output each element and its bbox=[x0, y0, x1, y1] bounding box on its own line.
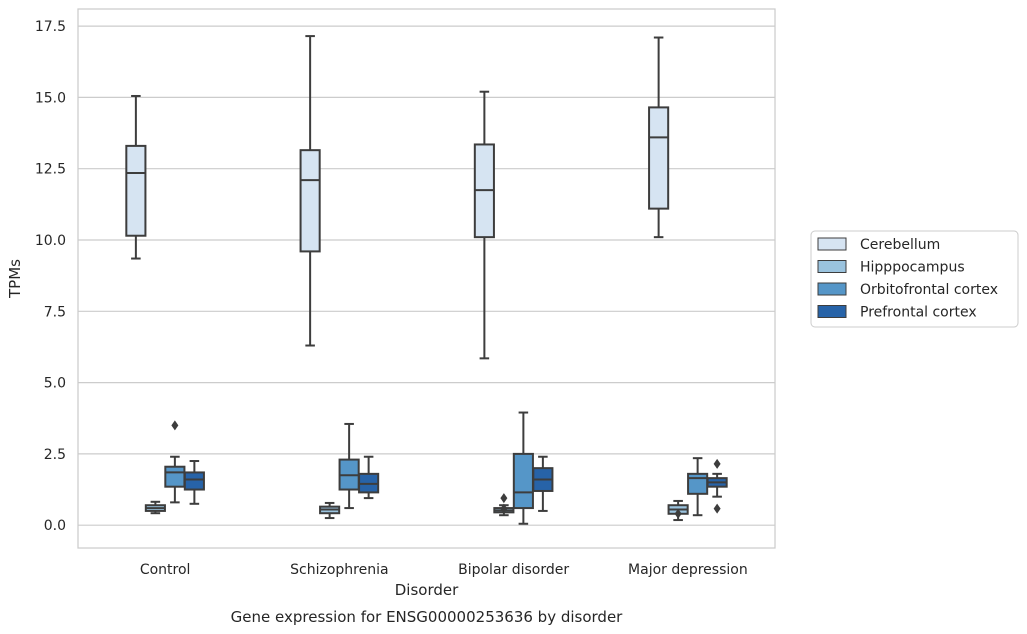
box bbox=[164, 465, 186, 488]
chart-title: Gene expression for ENSG00000253636 by d… bbox=[231, 608, 624, 626]
x-tick-label: Control bbox=[140, 562, 191, 578]
box bbox=[512, 452, 534, 510]
x-tick-label: Bipolar disorder bbox=[458, 562, 569, 578]
y-tick-label: 17.5 bbox=[35, 19, 66, 35]
box-plot bbox=[512, 411, 534, 525]
legend-label: Prefrontal cortex bbox=[860, 305, 977, 321]
legend-swatch bbox=[817, 305, 847, 318]
box-plot bbox=[183, 460, 205, 505]
outlier-point bbox=[500, 493, 508, 504]
y-tick-label: 0.0 bbox=[44, 518, 66, 534]
x-tick-labels: Control Schizophrenia Bipolar disorder Majo… bbox=[140, 562, 748, 578]
box-plot bbox=[319, 501, 341, 520]
grid-layer bbox=[78, 25, 775, 526]
box bbox=[183, 471, 205, 491]
legend-label: Orbitofrontal cortex bbox=[860, 282, 998, 298]
legend-swatch bbox=[817, 237, 847, 251]
box-plot bbox=[299, 35, 321, 347]
box-plot bbox=[493, 493, 515, 517]
box-plot bbox=[164, 420, 186, 504]
y-tick-label: 5.0 bbox=[44, 376, 66, 392]
box bbox=[648, 106, 670, 210]
box-plot bbox=[687, 457, 709, 517]
y-tick-label: 15.0 bbox=[35, 90, 66, 106]
y-tick-label: 10.0 bbox=[35, 233, 66, 249]
box-plot bbox=[667, 499, 689, 522]
box bbox=[125, 144, 147, 237]
outlier-point bbox=[500, 503, 508, 514]
box-plot bbox=[648, 36, 670, 239]
y-tick-labels: 0.0 2.5 5.0 7.5 10.0 12.5 15.0 17.5 bbox=[35, 19, 66, 534]
legend: Cerebellum Hipppocampus Orbitofrontal cort… bbox=[810, 230, 1019, 328]
outlier-point bbox=[674, 508, 682, 519]
legend-swatch bbox=[817, 282, 847, 296]
x-axis-label: Disorder bbox=[395, 581, 459, 599]
outlier-point bbox=[713, 503, 721, 514]
y-axis-label: TPMs bbox=[6, 259, 24, 299]
box-layer bbox=[125, 35, 728, 525]
outlier-point bbox=[713, 458, 721, 469]
x-tick-label: Major depression bbox=[628, 562, 748, 578]
legend-frame bbox=[810, 230, 1019, 328]
y-tick-label: 12.5 bbox=[35, 162, 66, 178]
box bbox=[687, 472, 709, 495]
legend-swatch bbox=[817, 260, 847, 273]
plot-frame bbox=[77, 8, 776, 549]
box-plot bbox=[338, 422, 360, 510]
box-plot bbox=[144, 500, 166, 515]
y-tick-label: 7.5 bbox=[44, 304, 66, 320]
box-plot bbox=[358, 455, 380, 500]
y-tick-label: 2.5 bbox=[44, 447, 66, 463]
box bbox=[299, 149, 321, 253]
outlier-point bbox=[171, 420, 179, 431]
legend-label: Cerebellum bbox=[860, 237, 940, 253]
box-plot bbox=[473, 90, 495, 360]
box-plot bbox=[532, 455, 554, 512]
box-plot bbox=[125, 94, 147, 260]
box-plot bbox=[706, 458, 728, 514]
legend-label: Hipppocampus bbox=[860, 260, 965, 276]
x-tick-label: Schizophrenia bbox=[290, 562, 388, 578]
